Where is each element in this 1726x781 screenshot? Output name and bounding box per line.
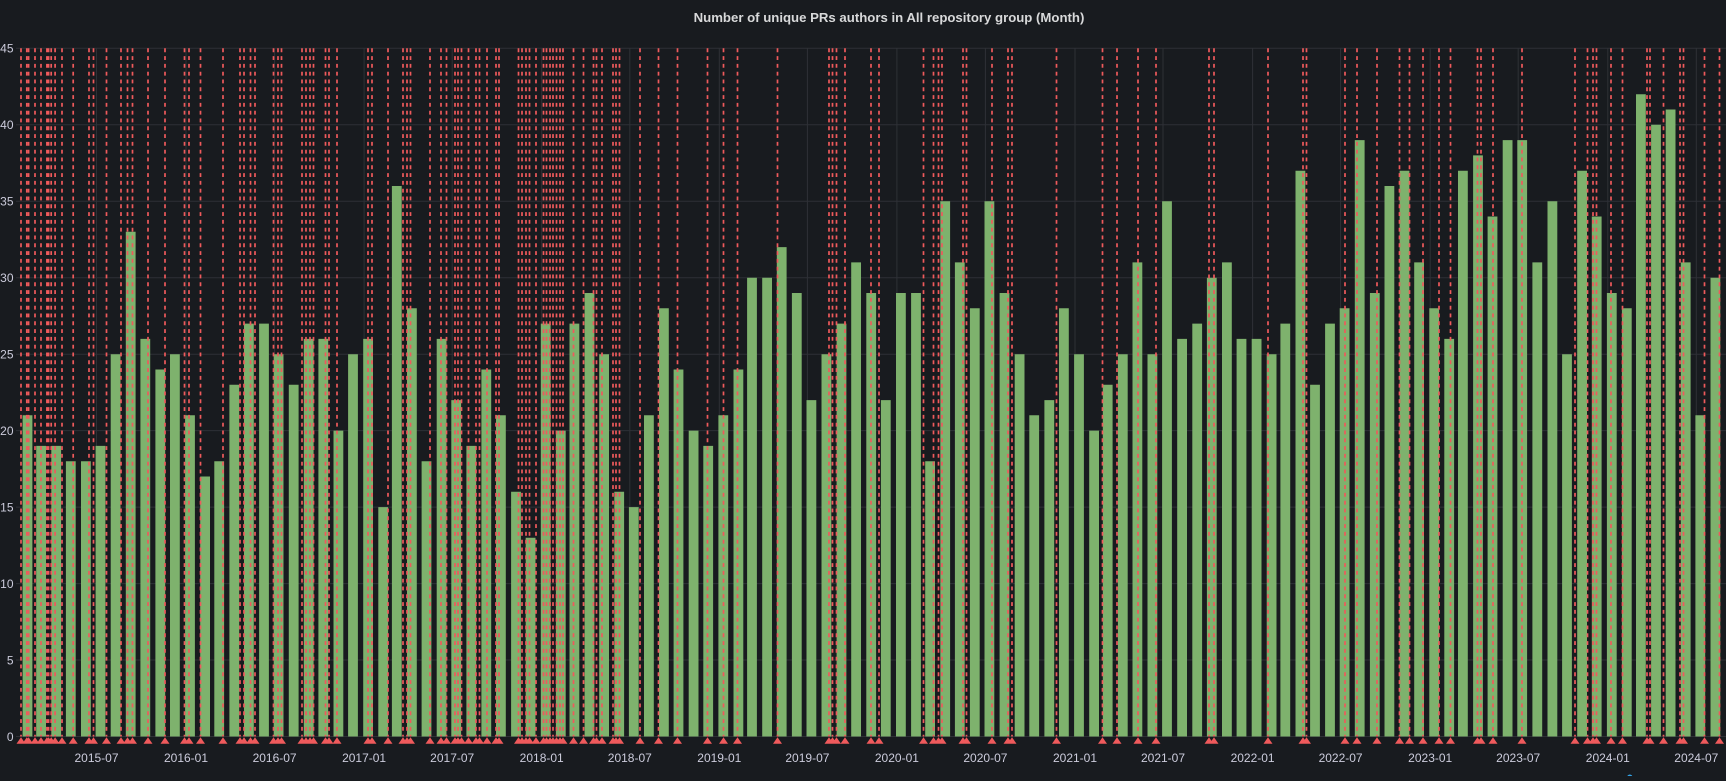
svg-text:15: 15 — [0, 500, 14, 514]
svg-text:2015-07: 2015-07 — [74, 751, 118, 765]
svg-text:2021-07: 2021-07 — [1141, 751, 1185, 765]
svg-text:2016-07: 2016-07 — [253, 751, 297, 765]
svg-text:2023-01: 2023-01 — [1408, 751, 1452, 765]
svg-text:25: 25 — [0, 348, 14, 362]
svg-text:40: 40 — [0, 118, 14, 132]
svg-text:45: 45 — [0, 42, 14, 56]
svg-text:Number of unique PRs authors i: Number of unique PRs authors in All repo… — [694, 10, 1085, 25]
svg-text:0: 0 — [7, 730, 14, 744]
svg-text:5: 5 — [7, 653, 14, 667]
svg-text:20: 20 — [0, 424, 14, 438]
svg-text:2019-07: 2019-07 — [785, 751, 829, 765]
svg-text:2020-07: 2020-07 — [963, 751, 1007, 765]
svg-text:2024-07: 2024-07 — [1674, 751, 1718, 765]
svg-text:2018-07: 2018-07 — [608, 751, 652, 765]
svg-text:2019-01: 2019-01 — [697, 751, 741, 765]
svg-text:2024-01: 2024-01 — [1586, 751, 1630, 765]
svg-text:2018-01: 2018-01 — [520, 751, 564, 765]
svg-text:2016-01: 2016-01 — [164, 751, 208, 765]
svg-text:10: 10 — [0, 577, 14, 591]
svg-text:2022-01: 2022-01 — [1231, 751, 1275, 765]
svg-text:35: 35 — [0, 195, 14, 209]
svg-text:2023-07: 2023-07 — [1496, 751, 1540, 765]
svg-text:2017-01: 2017-01 — [342, 751, 386, 765]
svg-text:2017-07: 2017-07 — [430, 751, 474, 765]
svg-text:30: 30 — [0, 271, 14, 285]
svg-text:2020-01: 2020-01 — [875, 751, 919, 765]
svg-text:2021-01: 2021-01 — [1053, 751, 1097, 765]
svg-text:2022-07: 2022-07 — [1319, 751, 1363, 765]
